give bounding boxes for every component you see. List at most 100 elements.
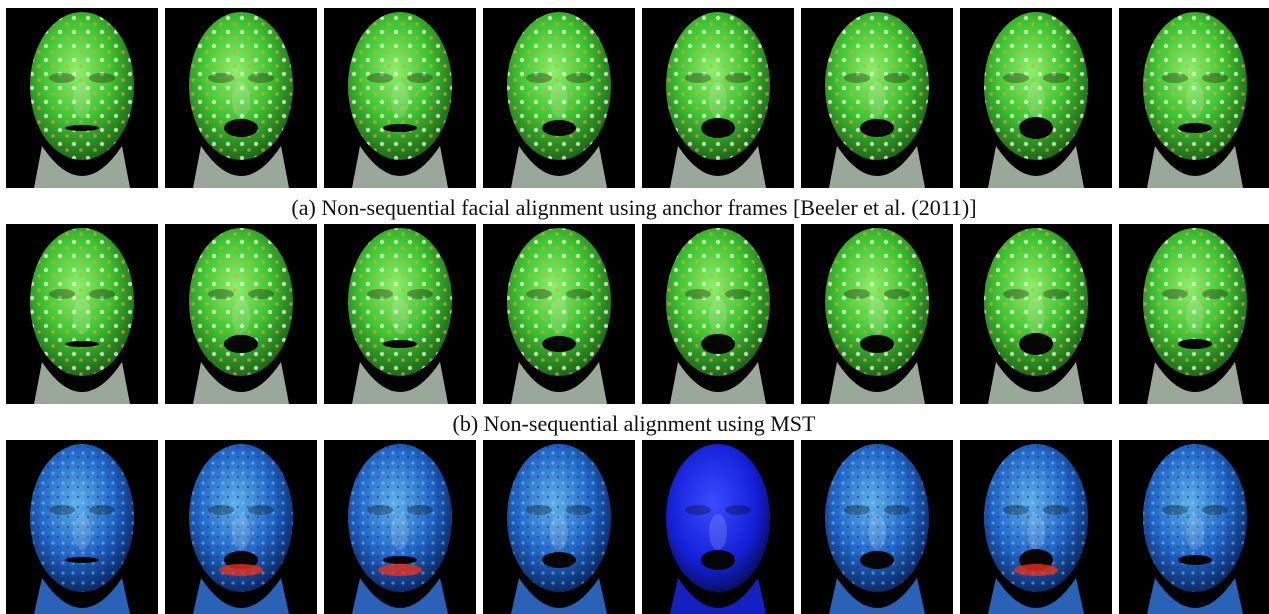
error-hotspot (219, 564, 263, 576)
eye-shadow (89, 505, 115, 515)
nose (868, 298, 886, 334)
eye-shadow (725, 73, 751, 83)
eye-shadow (208, 505, 234, 515)
face-panel (483, 224, 635, 404)
eye-shadow (49, 505, 75, 515)
eye-shadow (1003, 505, 1029, 515)
eye-shadow (725, 289, 751, 299)
nose (1027, 298, 1045, 334)
panel-grid (6, 8, 1269, 614)
eye-shadow (367, 289, 393, 299)
eye-shadow (89, 289, 115, 299)
eye-shadow (89, 73, 115, 83)
face-panel (324, 8, 476, 188)
eye-shadow (407, 73, 433, 83)
error-hotspot (1014, 564, 1058, 576)
eye-shadow (49, 73, 75, 83)
mouth (383, 556, 417, 564)
face-panel (801, 440, 953, 614)
eye-shadow (526, 289, 552, 299)
face-panel (483, 440, 635, 614)
face-panel (1119, 440, 1269, 614)
nose (232, 82, 250, 118)
eye-shadow (248, 73, 274, 83)
nose (232, 514, 250, 550)
mouth (1178, 123, 1212, 133)
nose (391, 82, 409, 118)
face-panel (165, 224, 317, 404)
face-panel (165, 440, 317, 614)
face-panel (642, 8, 794, 188)
eye-shadow (1202, 289, 1228, 299)
nose (550, 514, 568, 550)
eye-shadow (1043, 73, 1069, 83)
figure: (a) Non-sequential facial alignment usin… (0, 0, 1269, 614)
nose (709, 298, 727, 334)
eye-shadow (407, 505, 433, 515)
nose (73, 298, 91, 334)
face-panel (165, 8, 317, 188)
nose (1186, 82, 1204, 118)
nose (709, 82, 727, 118)
mouth (860, 335, 894, 353)
eye-shadow (1043, 505, 1069, 515)
eye-shadow (1162, 505, 1188, 515)
eye-shadow (407, 289, 433, 299)
eye-shadow (1202, 73, 1228, 83)
mouth (860, 551, 894, 569)
eye-shadow (49, 289, 75, 299)
eye-shadow (844, 73, 870, 83)
nose (868, 514, 886, 550)
face-panel (6, 224, 158, 404)
face-panel (642, 224, 794, 404)
eye-shadow (367, 73, 393, 83)
eye-shadow (248, 505, 274, 515)
eye-shadow (685, 505, 711, 515)
eye-shadow (884, 289, 910, 299)
eye-shadow (1003, 289, 1029, 299)
face-panel (324, 224, 476, 404)
nose (550, 82, 568, 118)
face-panel (960, 224, 1112, 404)
eye-shadow (725, 505, 751, 515)
nose (1027, 82, 1045, 118)
eye-shadow (1003, 73, 1029, 83)
mouth (383, 124, 417, 132)
face-panel (960, 8, 1112, 188)
nose (709, 514, 727, 550)
face-panel (6, 8, 158, 188)
face-panel (324, 440, 476, 614)
eye-shadow (1202, 505, 1228, 515)
nose (1027, 514, 1045, 550)
nose (550, 298, 568, 334)
mouth (860, 119, 894, 137)
eye-shadow (685, 289, 711, 299)
eye-shadow (1162, 289, 1188, 299)
nose (391, 298, 409, 334)
mouth (65, 125, 99, 131)
face-panel (6, 440, 158, 614)
eye-shadow (1162, 73, 1188, 83)
eye-shadow (566, 289, 592, 299)
error-hotspot (378, 564, 422, 576)
eye-shadow (208, 289, 234, 299)
eye-shadow (884, 505, 910, 515)
mouth (542, 552, 576, 568)
face-panel (1119, 224, 1269, 404)
mouth (1178, 339, 1212, 349)
eye-shadow (208, 73, 234, 83)
caption: (a) Non-sequential facial alignment usin… (291, 195, 976, 220)
mouth (383, 340, 417, 348)
nose (232, 298, 250, 334)
eye-shadow (526, 505, 552, 515)
nose (1186, 514, 1204, 550)
mouth (1178, 555, 1212, 565)
nose (73, 514, 91, 550)
mouth (1019, 117, 1053, 139)
mouth (224, 119, 258, 137)
mouth (1019, 333, 1053, 355)
eye-shadow (1043, 289, 1069, 299)
mouth (701, 334, 735, 354)
mouth (701, 550, 735, 570)
nose (868, 82, 886, 118)
